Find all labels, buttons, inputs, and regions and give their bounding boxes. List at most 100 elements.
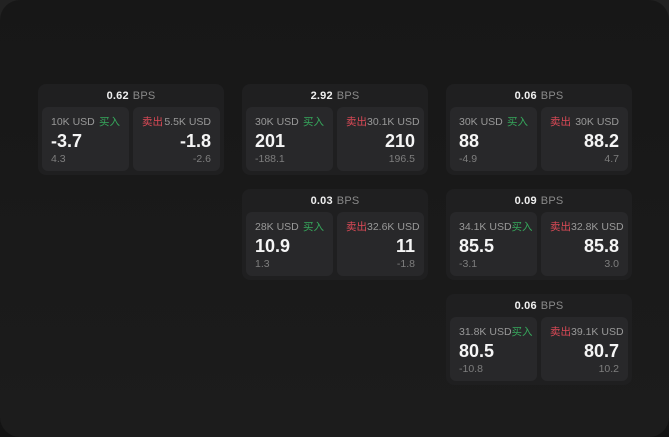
quote-panels: 10K USD 买入 -3.7 4.3 卖出 5.5K USD -1.8 -2.… — [38, 107, 224, 175]
bps-header: 0.06 BPS — [446, 294, 632, 317]
sell-change: 196.5 — [388, 153, 415, 165]
buy-panel[interactable]: 34.1K USD 买入 85.5 -3.1 — [450, 212, 537, 276]
bps-value: 0.03 — [310, 194, 333, 207]
sell-change: -1.8 — [396, 258, 415, 270]
buy-price: 10.9 — [255, 235, 291, 256]
sell-meta-row: 卖出 32.8K USD — [550, 219, 624, 234]
sell-panel[interactable]: 卖出 32.6K USD 11 -1.8 — [337, 212, 424, 276]
sell-panel[interactable]: 卖出 39.1K USD 80.7 10.2 — [541, 317, 628, 381]
buy-price: 88 — [459, 130, 480, 151]
bps-value: 0.09 — [514, 194, 537, 207]
bps-value: 2.92 — [310, 89, 333, 102]
sell-change: -2.6 — [192, 153, 211, 165]
sell-amount: 32.6K USD — [367, 220, 420, 233]
bps-header: 0.62 BPS — [38, 84, 224, 107]
buy-side-label: 买入 — [99, 116, 120, 128]
sell-meta-row: 卖出 30K USD — [550, 114, 619, 129]
sell-price: 11 — [395, 235, 415, 256]
sell-panel[interactable]: 卖出 5.5K USD -1.8 -2.6 — [133, 107, 220, 171]
bps-unit-label: BPS — [336, 89, 360, 102]
quote-panels: 30K USD 买入 201 -188.1 卖出 30.1K USD 210 1… — [242, 107, 428, 175]
buy-price: 201 — [255, 130, 286, 151]
buy-side-label: 买入 — [303, 221, 324, 233]
buy-amount: 10K USD — [51, 115, 95, 128]
sell-side-label: 卖出 — [550, 116, 571, 128]
sell-side-label: 卖出 — [550, 221, 571, 233]
quote-panels: 34.1K USD 买入 85.5 -3.1 卖出 32.8K USD 85.8… — [446, 212, 632, 280]
sell-change: 10.2 — [598, 363, 619, 375]
buy-change: 1.3 — [255, 258, 270, 270]
sell-price: 88.2 — [583, 130, 619, 151]
sell-change: 4.7 — [604, 153, 619, 165]
buy-change: -10.8 — [459, 363, 483, 375]
sell-side-label: 卖出 — [550, 326, 571, 338]
sell-price: 85.8 — [583, 235, 619, 256]
buy-meta-row: 31.8K USD 买入 — [459, 324, 533, 339]
quote-panels: 30K USD 买入 88 -4.9 卖出 30K USD 88.2 4.7 — [446, 107, 632, 175]
sell-panel[interactable]: 卖出 32.8K USD 85.8 3.0 — [541, 212, 628, 276]
buy-change: 4.3 — [51, 153, 66, 165]
bps-value: 0.06 — [514, 299, 537, 312]
sell-panel[interactable]: 卖出 30.1K USD 210 196.5 — [337, 107, 424, 171]
bps-unit-label: BPS — [540, 89, 564, 102]
buy-amount: 28K USD — [255, 220, 299, 233]
bps-card: 0.09 BPS 34.1K USD 买入 85.5 -3.1 卖出 32.8K… — [446, 189, 632, 280]
buy-side-label: 买入 — [511, 221, 533, 233]
buy-side-label: 买入 — [511, 326, 533, 338]
bps-unit-label: BPS — [540, 194, 564, 207]
sell-side-label: 卖出 — [346, 221, 367, 233]
bps-card: 2.92 BPS 30K USD 买入 201 -188.1 卖出 30.1K … — [242, 84, 428, 175]
sell-change: 3.0 — [604, 258, 619, 270]
sell-side-label: 卖出 — [142, 116, 163, 128]
bps-unit-label: BPS — [132, 89, 156, 102]
sell-panel[interactable]: 卖出 30K USD 88.2 4.7 — [541, 107, 628, 171]
bps-header: 0.03 BPS — [242, 189, 428, 212]
buy-change: -4.9 — [459, 153, 478, 165]
bps-card: 0.06 BPS 31.8K USD 买入 80.5 -10.8 卖出 39.1… — [446, 294, 632, 385]
buy-change: -188.1 — [255, 153, 285, 165]
bps-card: 0.62 BPS 10K USD 买入 -3.7 4.3 卖出 5.5K USD… — [38, 84, 224, 175]
quote-panels: 28K USD 买入 10.9 1.3 卖出 32.6K USD 11 -1.8 — [242, 212, 428, 280]
buy-meta-row: 10K USD 买入 — [51, 114, 120, 129]
buy-meta-row: 30K USD 买入 — [255, 114, 324, 129]
bps-header: 2.92 BPS — [242, 84, 428, 107]
buy-panel[interactable]: 28K USD 买入 10.9 1.3 — [246, 212, 333, 276]
buy-price: 80.5 — [459, 340, 495, 361]
quote-panels: 31.8K USD 买入 80.5 -10.8 卖出 39.1K USD 80.… — [446, 317, 632, 385]
sell-price: 80.7 — [583, 340, 619, 361]
sell-price: 210 — [384, 130, 415, 151]
bps-value: 0.06 — [514, 89, 537, 102]
bps-unit-label: BPS — [540, 299, 564, 312]
sell-amount: 32.8K USD — [571, 220, 624, 233]
buy-panel[interactable]: 30K USD 买入 88 -4.9 — [450, 107, 537, 171]
sell-amount: 30K USD — [575, 115, 619, 128]
buy-amount: 30K USD — [255, 115, 299, 128]
bps-card: 0.03 BPS 28K USD 买入 10.9 1.3 卖出 32.6K US… — [242, 189, 428, 280]
buy-panel[interactable]: 31.8K USD 买入 80.5 -10.8 — [450, 317, 537, 381]
buy-amount: 34.1K USD — [459, 220, 512, 233]
quote-grid: 0.62 BPS 10K USD 买入 -3.7 4.3 卖出 5.5K USD… — [38, 84, 632, 385]
buy-side-label: 买入 — [303, 116, 324, 128]
bps-card: 0.06 BPS 30K USD 买入 88 -4.9 卖出 30K USD 8… — [446, 84, 632, 175]
sell-side-label: 卖出 — [346, 116, 367, 128]
sell-meta-row: 卖出 30.1K USD — [346, 114, 420, 129]
buy-meta-row: 30K USD 买入 — [459, 114, 528, 129]
buy-change: -3.1 — [459, 258, 478, 270]
sell-meta-row: 卖出 5.5K USD — [142, 114, 211, 129]
sell-amount: 30.1K USD — [367, 115, 420, 128]
buy-price: -3.7 — [51, 130, 83, 151]
buy-panel[interactable]: 10K USD 买入 -3.7 4.3 — [42, 107, 129, 171]
buy-panel[interactable]: 30K USD 买入 201 -188.1 — [246, 107, 333, 171]
sell-price: -1.8 — [179, 130, 211, 151]
buy-side-label: 买入 — [507, 116, 528, 128]
buy-amount: 31.8K USD — [459, 325, 512, 338]
buy-meta-row: 34.1K USD 买入 — [459, 219, 533, 234]
sell-meta-row: 卖出 32.6K USD — [346, 219, 420, 234]
bps-header: 0.09 BPS — [446, 189, 632, 212]
sell-amount: 5.5K USD — [164, 115, 211, 128]
buy-meta-row: 28K USD 买入 — [255, 219, 324, 234]
bps-value: 0.62 — [106, 89, 129, 102]
bps-header: 0.06 BPS — [446, 84, 632, 107]
sell-meta-row: 卖出 39.1K USD — [550, 324, 624, 339]
